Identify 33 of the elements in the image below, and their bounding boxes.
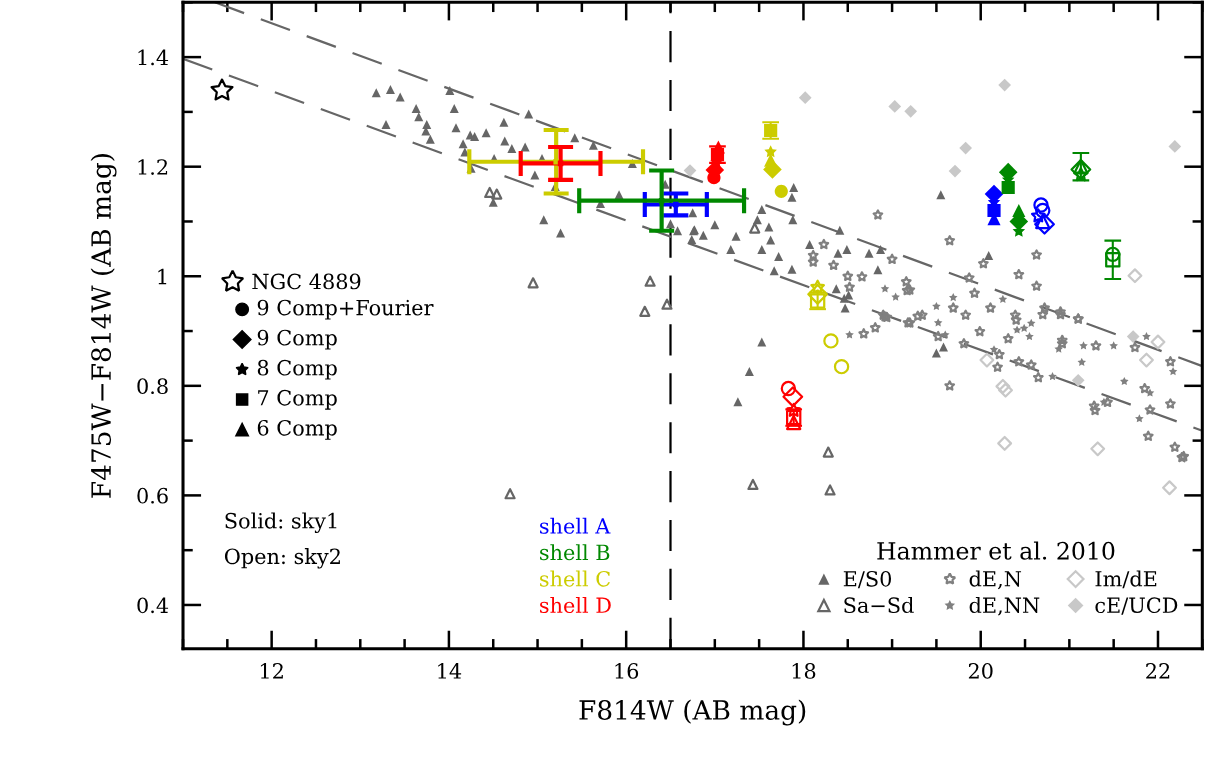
- text: shell A: [540, 517, 611, 534]
- annotation: Solid: sky1: [225, 512, 337, 533]
- legend-label: dE,N: [969, 570, 1022, 590]
- annotation: 9 Comp: [257, 329, 337, 350]
- x-tick-label: 18: [792, 663, 816, 679]
- annotation: 7 Comp: [258, 389, 337, 410]
- legend-label: Sa−Sd: [844, 596, 914, 614]
- x-tick-label: 16: [615, 663, 639, 679]
- legend-title: Hammer et al. 2010: [877, 541, 1115, 560]
- annotation: 6 Comp: [257, 419, 337, 440]
- x-tick-label: 12: [260, 663, 283, 679]
- text: shell B: [540, 544, 610, 561]
- y-tick-label: 0.8: [137, 378, 168, 395]
- annotation: 8 Comp: [257, 359, 337, 380]
- y-tick-label: 0.4: [137, 597, 169, 614]
- x-axis-title: F814W (AB mag): [579, 699, 806, 726]
- legend-label: E/S0: [843, 570, 892, 589]
- annotation: Open: sky2: [224, 548, 340, 569]
- x-tick-label: 22: [1146, 663, 1170, 679]
- x-tick-label: 14: [438, 663, 462, 679]
- legend-label: Im/dE: [1095, 570, 1157, 589]
- x-tick-label: 20: [968, 663, 993, 679]
- legend-label: NGC 4889: [252, 273, 361, 290]
- text: shell D: [540, 596, 611, 614]
- legend-label: dE,NN: [969, 596, 1040, 616]
- annotation: 9 Comp+Fourier: [257, 299, 434, 320]
- text: shell C: [540, 570, 610, 587]
- y-tick-label: 0.6: [137, 487, 168, 504]
- y-axis-title: F475W−F814W (AB mag): [90, 154, 117, 498]
- y-tick-label: 1: [158, 268, 167, 285]
- y-tick-label: 1.4: [138, 49, 169, 66]
- y-tick-label: 1.2: [138, 159, 168, 175]
- legend-label: cE/UCD: [1095, 597, 1178, 615]
